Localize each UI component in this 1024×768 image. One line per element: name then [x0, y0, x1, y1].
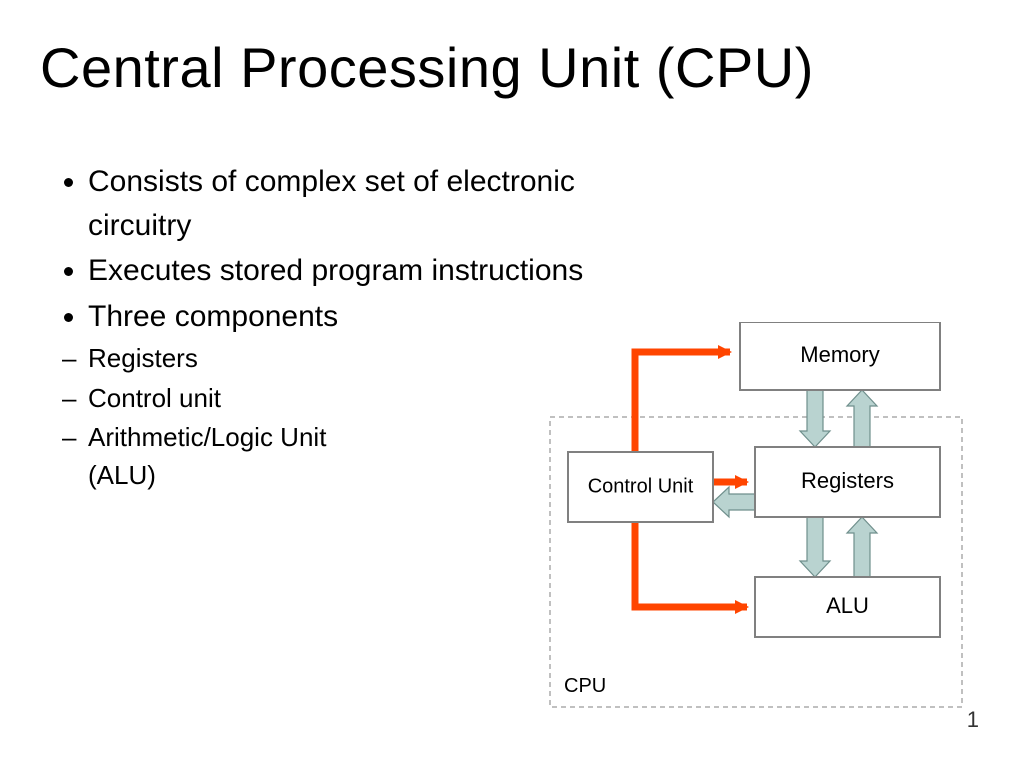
bullet-item: Consists of complex set of electronic ci… [88, 160, 668, 247]
svg-text:ALU: ALU [826, 593, 869, 618]
page-title: Central Processing Unit (CPU) [40, 35, 814, 100]
svg-text:Control Unit: Control Unit [588, 475, 694, 497]
svg-text:Registers: Registers [801, 468, 894, 493]
svg-text:CPU: CPU [564, 675, 606, 697]
svg-text:Memory: Memory [800, 342, 879, 367]
page-number: 1 [967, 707, 979, 733]
subbullet-item: Arithmetic/Logic Unit (ALU) [88, 419, 398, 494]
bullet-item: Executes stored program instructions [88, 249, 668, 293]
cpu-diagram: CPU Memory Control Unit Registers ALU [540, 322, 980, 732]
